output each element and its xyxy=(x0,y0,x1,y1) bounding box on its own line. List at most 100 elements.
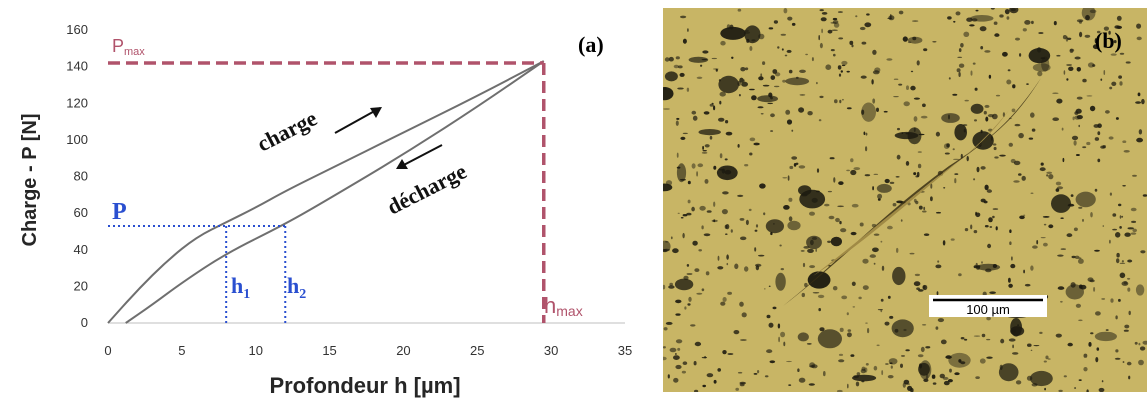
micro-speckle xyxy=(763,212,765,215)
micro-speckle xyxy=(800,94,806,96)
micro-speckle xyxy=(1018,133,1024,138)
micro-speckle xyxy=(812,198,818,203)
micro-speckle xyxy=(865,323,868,324)
micro-speckle xyxy=(903,36,908,41)
micro-speckle xyxy=(974,336,980,337)
micro-speckle xyxy=(742,312,747,317)
micro-speckle xyxy=(1083,367,1087,371)
micro-speckle xyxy=(1109,136,1114,139)
micro-speckle xyxy=(821,29,823,34)
micro-speckle xyxy=(766,219,784,233)
micro-speckle xyxy=(1027,344,1032,347)
micro-speckle xyxy=(900,364,903,368)
micro-speckle xyxy=(872,186,874,190)
micro-speckle xyxy=(672,248,679,253)
micro-speckle xyxy=(692,163,696,168)
micro-speckle xyxy=(692,111,697,115)
micro-speckle xyxy=(680,137,685,140)
micro-speckle xyxy=(792,23,796,26)
micro-speckle xyxy=(722,191,729,194)
micro-speckle xyxy=(1051,194,1071,213)
micro-speckle xyxy=(858,297,861,300)
micro-speckle xyxy=(847,384,849,389)
micro-speckle xyxy=(1056,99,1062,104)
micro-speckle xyxy=(905,383,910,384)
micro-speckle xyxy=(988,114,994,117)
micro-speckle xyxy=(1030,265,1033,270)
micro-speckle xyxy=(758,255,764,257)
micro-speckle xyxy=(908,42,911,44)
micro-speckle xyxy=(1076,304,1081,308)
micro-speckle xyxy=(713,68,719,69)
micro-speckle xyxy=(1032,245,1038,248)
micro-speckle xyxy=(722,350,726,354)
micro-speckle xyxy=(1126,61,1131,63)
micro-speckle xyxy=(727,263,729,265)
micro-speckle xyxy=(676,121,679,126)
micro-speckle xyxy=(953,21,955,23)
micro-speckle xyxy=(688,297,691,302)
micro-speckle xyxy=(930,196,933,201)
micro-speckle xyxy=(850,354,854,357)
micro-speckle xyxy=(839,100,841,103)
micro-speckle xyxy=(756,224,758,227)
micro-speckle xyxy=(794,163,797,167)
micro-speckle xyxy=(707,373,714,377)
micro-speckle xyxy=(782,80,786,83)
micro-speckle xyxy=(999,363,1019,381)
micro-speckle xyxy=(686,213,691,216)
micro-speckle xyxy=(666,322,673,325)
micro-speckle xyxy=(1089,280,1094,283)
micro-speckle xyxy=(1057,255,1064,257)
micro-speckle xyxy=(688,200,691,204)
micro-speckle xyxy=(1136,138,1143,143)
micro-speckle xyxy=(1093,287,1095,292)
micro-speckle xyxy=(822,12,828,15)
micro-speckle xyxy=(1082,146,1086,148)
micro-speckle xyxy=(894,79,899,80)
micro-speckle xyxy=(676,56,680,59)
micro-speckle xyxy=(756,265,759,270)
micro-speckle xyxy=(1062,128,1064,131)
micro-speckle xyxy=(919,360,931,379)
micro-speckle xyxy=(702,59,708,60)
x-tick-label: 0 xyxy=(104,343,111,358)
micro-speckle xyxy=(704,111,710,114)
micro-speckle xyxy=(877,194,882,199)
micro-speckle xyxy=(677,153,679,158)
micro-speckle xyxy=(702,146,704,150)
micro-speckle xyxy=(815,249,817,252)
micro-speckle xyxy=(788,198,792,202)
micro-speckle xyxy=(977,167,980,173)
micro-speckle xyxy=(1056,334,1062,338)
micro-speckle xyxy=(821,17,827,21)
micro-speckle xyxy=(694,268,699,272)
micro-speckle xyxy=(1058,390,1062,392)
micro-speckle xyxy=(1025,284,1031,287)
micro-speckle xyxy=(1137,37,1142,41)
micro-speckle xyxy=(1100,79,1102,81)
micro-speckle xyxy=(770,130,773,132)
micro-speckle xyxy=(798,332,809,341)
micro-speckle xyxy=(839,354,843,356)
micro-speckle xyxy=(675,313,680,315)
micro-speckle xyxy=(1136,284,1144,295)
micro-speckle xyxy=(702,385,706,387)
micro-speckle xyxy=(805,54,808,55)
micro-speckle xyxy=(682,233,684,238)
micro-speckle xyxy=(698,249,702,251)
micro-speckle xyxy=(874,263,876,265)
micro-speckle xyxy=(965,100,969,102)
micro-speckle xyxy=(739,302,744,307)
micro-speckle xyxy=(1060,301,1063,303)
micro-speckle xyxy=(1135,342,1138,345)
micro-speckle xyxy=(975,88,978,91)
micro-speckle xyxy=(936,326,939,329)
micro-speckle xyxy=(897,128,900,130)
micro-speckle xyxy=(1122,140,1126,143)
micro-speckle xyxy=(860,27,866,30)
micro-speckle xyxy=(951,238,955,240)
panel-label-b: (b) xyxy=(1095,28,1122,53)
micro-speckle xyxy=(890,14,892,19)
micro-speckle xyxy=(914,281,921,286)
